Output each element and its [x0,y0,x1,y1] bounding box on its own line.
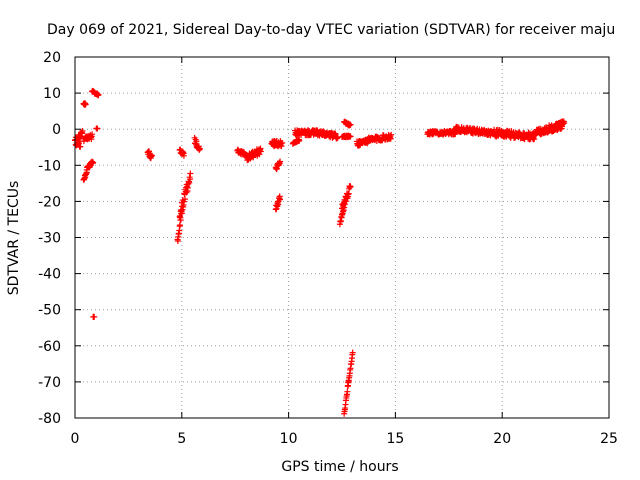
data-point [347,183,354,190]
data-point [77,143,84,150]
data-point [277,196,284,203]
x-tick-label: 15 [386,431,404,447]
chart-title: Day 069 of 2021, Sidereal Day-to-day VTE… [47,22,615,38]
data-point [196,145,203,152]
data-point [91,313,98,320]
data-point [344,388,351,395]
y-tick-label: -40 [38,267,61,283]
data-point [177,222,184,229]
data-point [182,196,189,203]
grid [75,57,609,418]
x-tick-label: 5 [177,431,186,447]
data-points [72,87,568,417]
data-point [180,198,187,205]
y-axis-title: SDTVAR / TECUs [6,181,22,296]
data-point [180,152,187,159]
data-point [178,207,185,214]
data-point [82,101,89,108]
data-point [94,125,101,132]
x-tick-label: 25 [600,431,618,447]
data-point [186,179,193,186]
x-tick-label: 0 [71,431,80,447]
data-point [349,349,356,356]
data-point [388,131,395,138]
y-tick-label: 10 [43,86,61,102]
data-point [257,148,264,155]
data-point [95,91,102,98]
data-point [347,121,354,128]
data-point [193,138,200,145]
x-axis-title: GPS time / hours [281,459,398,475]
y-tick-label: -20 [38,194,61,210]
data-point [296,137,303,144]
data-point [177,214,184,221]
y-tick-label: -60 [38,339,61,355]
data-point [279,139,286,146]
data-point [277,158,284,165]
data-point [347,133,354,140]
data-point [90,159,97,166]
y-tick-label: -80 [38,411,61,427]
x-tick-label: 20 [493,431,511,447]
y-tick-label: -10 [38,158,61,174]
data-point [561,119,568,126]
data-point [186,176,193,183]
y-tick-label: -30 [38,231,61,247]
data-point [79,127,86,134]
y-tick-label: -50 [38,303,61,319]
y-tick-label: 0 [52,122,61,138]
data-point [89,131,96,138]
data-point [334,134,341,141]
data-point [148,152,155,159]
data-point [146,148,153,155]
axes: 0 5 10 15 20 25 -80 -70 -60 -50 -40 -30 -20 -10 0 10 20 [38,50,618,447]
data-point [179,206,186,213]
y-tick-label: 20 [43,50,61,66]
y-tick-label: -70 [38,375,61,391]
data-point [187,170,194,177]
x-tick-label: 10 [280,431,298,447]
